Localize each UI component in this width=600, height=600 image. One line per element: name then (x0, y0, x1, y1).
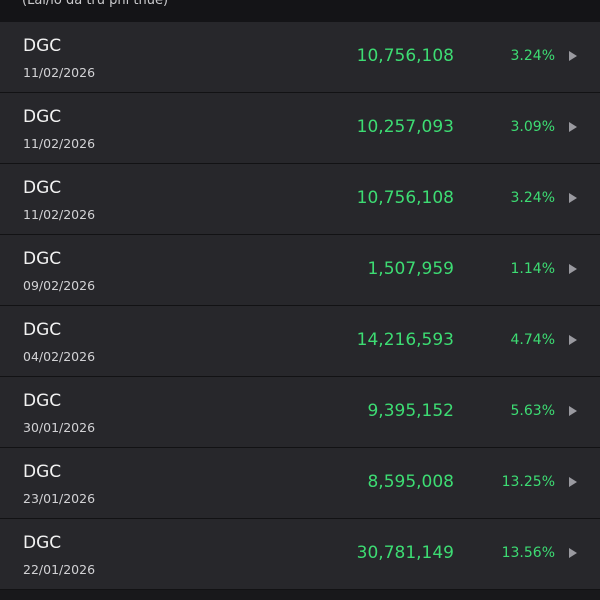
chevron-right-icon[interactable] (569, 477, 577, 487)
trade-date: 23/01/2026 (23, 491, 96, 506)
profit-percent: 13.25% (501, 474, 555, 490)
chevron-right-icon[interactable] (569, 406, 577, 416)
trade-row[interactable]: DGC 04/02/2026 14,216,593 4.74% (0, 306, 600, 377)
trade-row[interactable]: DGC 09/02/2026 1,507,959 1.14% (0, 235, 600, 306)
profit-amount: 1,507,959 (367, 259, 454, 279)
profit-percent: 4.74% (510, 332, 555, 348)
trade-date: 09/02/2026 (23, 278, 96, 293)
trade-date: 11/02/2026 (23, 136, 96, 151)
header-subtitle: (Lãi/lỗ đã trừ phí thuế) (22, 0, 169, 8)
ticker-symbol: DGC (23, 462, 62, 482)
chevron-right-icon[interactable] (569, 51, 577, 61)
trade-date: 22/01/2026 (23, 562, 96, 577)
profit-amount: 10,756,108 (356, 188, 454, 208)
profit-percent: 5.63% (510, 403, 555, 419)
ticker-symbol: DGC (23, 249, 62, 269)
profit-amount: 9,395,152 (367, 401, 454, 421)
trade-row[interactable]: DGC 23/01/2026 8,595,008 13.25% (0, 448, 600, 519)
profit-percent: 13.56% (501, 545, 555, 561)
trade-date: 11/02/2026 (23, 65, 96, 80)
profit-amount: 30,781,149 (356, 543, 454, 563)
ticker-symbol: DGC (23, 107, 62, 127)
profit-percent: 3.09% (510, 119, 555, 135)
ticker-symbol: DGC (23, 533, 62, 553)
chevron-right-icon[interactable] (569, 122, 577, 132)
trade-row[interactable]: DGC 22/01/2026 30,781,149 13.56% (0, 519, 600, 590)
ticker-symbol: DGC (23, 320, 62, 340)
chevron-right-icon[interactable] (569, 335, 577, 345)
trade-date: 11/02/2026 (23, 207, 96, 222)
profit-amount: 14,216,593 (356, 330, 454, 350)
list-header: (Lãi/lỗ đã trừ phí thuế) (0, 0, 600, 22)
ticker-symbol: DGC (23, 36, 62, 56)
profit-percent: 3.24% (510, 190, 555, 206)
trade-row[interactable]: DGC 11/02/2026 10,257,093 3.09% (0, 93, 600, 164)
profit-amount: 8,595,008 (367, 472, 454, 492)
trade-list: DGC 11/02/2026 10,756,108 3.24% DGC 11/0… (0, 22, 600, 590)
trade-row[interactable]: DGC 11/02/2026 10,756,108 3.24% (0, 164, 600, 235)
trade-row[interactable]: DGC 11/02/2026 10,756,108 3.24% (0, 22, 600, 93)
profit-amount: 10,257,093 (356, 117, 454, 137)
profit-percent: 1.14% (510, 261, 555, 277)
chevron-right-icon[interactable] (569, 264, 577, 274)
ticker-symbol: DGC (23, 178, 62, 198)
chevron-right-icon[interactable] (569, 548, 577, 558)
trade-date: 04/02/2026 (23, 349, 96, 364)
trade-row[interactable]: DGC 30/01/2026 9,395,152 5.63% (0, 377, 600, 448)
profit-amount: 10,756,108 (356, 46, 454, 66)
chevron-right-icon[interactable] (569, 193, 577, 203)
profit-percent: 3.24% (510, 48, 555, 64)
trade-date: 30/01/2026 (23, 420, 96, 435)
ticker-symbol: DGC (23, 391, 62, 411)
